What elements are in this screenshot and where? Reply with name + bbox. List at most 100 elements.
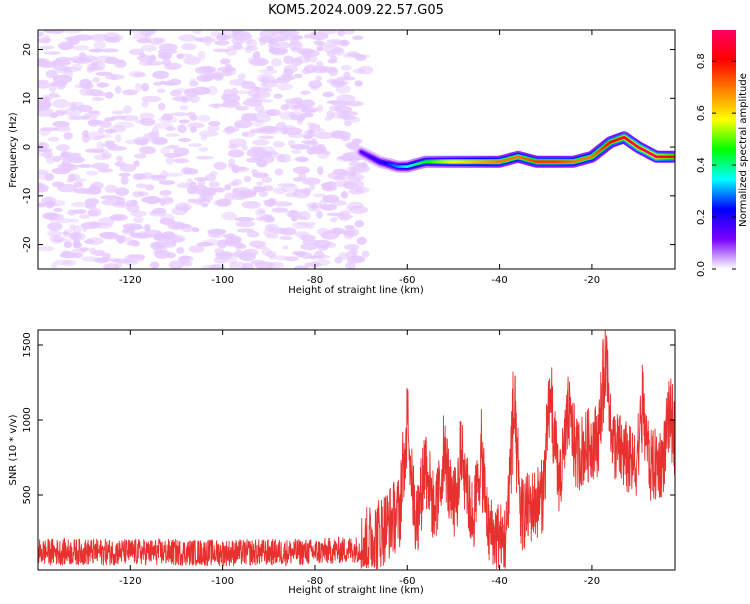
heatmap-noise-blob xyxy=(316,104,324,113)
heatmap-noise-blob xyxy=(50,262,58,269)
heatmap-noise-blob xyxy=(317,244,329,252)
heatmap-noise-blob xyxy=(132,254,146,259)
heatmap-noise-blob xyxy=(326,212,345,217)
heatmap-noise-blob xyxy=(291,216,307,220)
heatmap-noise-blob xyxy=(170,89,182,97)
heatmap-noise-blob xyxy=(265,233,279,239)
heatmap-noise-blob xyxy=(166,252,176,259)
heatmap-noise-blob xyxy=(173,95,193,102)
heatmap-noise-blob xyxy=(276,41,291,49)
heatmap-noise-blob xyxy=(254,245,267,250)
heatmap-noise-blob xyxy=(55,144,70,152)
heatmap-noise-blob xyxy=(135,173,146,180)
heatmap-noise-blob xyxy=(298,172,307,181)
heatmap-noise-blob xyxy=(72,178,87,182)
heatmap-noise-blob xyxy=(158,43,178,51)
heatmap-noise-blob xyxy=(253,115,272,123)
heatmap-noise-layer xyxy=(38,30,374,269)
heatmap-noise-blob xyxy=(272,141,285,148)
heatmap-noise-blob xyxy=(178,138,191,142)
x-tick-label: -100 xyxy=(211,275,234,286)
heatmap-noise-blob xyxy=(326,110,335,120)
heatmap-noise-blob xyxy=(354,54,367,61)
heatmap-noise-blob xyxy=(260,82,267,87)
heatmap-noise-blob xyxy=(312,65,329,74)
heatmap-noise-blob xyxy=(98,127,105,134)
heatmap-noise-blob xyxy=(213,199,229,207)
heatmap-noise-blob xyxy=(48,83,57,93)
heatmap-noise-blob xyxy=(72,57,92,64)
heatmap-noise-blob xyxy=(70,248,86,255)
heatmap-noise-blob xyxy=(252,148,267,153)
x-tick-label: -40 xyxy=(491,576,507,587)
heatmap-noise-blob xyxy=(69,224,76,231)
heatmap-noise-blob xyxy=(202,239,222,246)
heatmap-noise-blob xyxy=(283,64,298,74)
heatmap-noise-blob xyxy=(165,156,174,165)
heatmap-noise-blob xyxy=(351,138,363,143)
heatmap-noise-blob xyxy=(196,74,213,82)
heatmap-noise-blob xyxy=(208,181,220,188)
heatmap-noise-blob xyxy=(234,217,255,222)
heatmap-noise-blob xyxy=(268,41,280,49)
heatmap-noise-blob xyxy=(356,180,364,189)
heatmap-noise-blob xyxy=(85,170,99,176)
heatmap-noise-blob xyxy=(98,168,114,173)
heatmap-noise-blob xyxy=(189,80,199,87)
heatmap-noise-blob xyxy=(141,95,162,103)
heatmap-noise-blob xyxy=(87,119,103,125)
heatmap-noise-blob xyxy=(168,260,184,269)
heatmap-noise-blob xyxy=(91,148,105,154)
heatmap-noise-blob xyxy=(331,200,347,206)
heatmap-noise-blob xyxy=(284,100,304,110)
heatmap-noise-blob xyxy=(317,166,324,176)
heatmap-noise-blob xyxy=(172,234,186,243)
heatmap-noise-blob xyxy=(38,144,47,153)
heatmap-noise-blob xyxy=(178,34,198,42)
heatmap-noise-blob xyxy=(162,240,177,248)
snr-y-ticks: 500 1000 1500 xyxy=(22,332,675,505)
heatmap-noise-blob xyxy=(330,217,338,223)
heatmap-noise-blob xyxy=(154,250,171,259)
heatmap-noise-blob xyxy=(231,32,252,41)
heatmap-noise-blob xyxy=(258,109,276,117)
heatmap-noise-blob xyxy=(101,199,122,206)
x-tick-label: -120 xyxy=(119,576,142,587)
heatmap-noise-blob xyxy=(288,41,303,51)
heatmap-noise-blob xyxy=(326,100,342,105)
heatmap-noise-blob xyxy=(247,56,261,65)
heatmap-noise-blob xyxy=(309,184,316,191)
heatmap-noise-blob xyxy=(198,50,206,60)
snr-panel: -120 -100 -80 -60 -40 -20 500 1000 1500 Height … xyxy=(8,329,676,596)
heatmap-noise-blob xyxy=(275,255,288,261)
heatmap-noise-blob xyxy=(170,112,189,117)
heatmap-noise-blob xyxy=(64,107,82,117)
heatmap-noise-blob xyxy=(94,135,101,140)
heatmap-noise-blob xyxy=(83,188,102,195)
snr-background xyxy=(38,330,675,570)
heatmap-noise-blob xyxy=(161,113,173,121)
heatmap-noise-blob xyxy=(258,210,265,214)
heatmap-noise-blob xyxy=(104,184,118,193)
heatmap-noise-blob xyxy=(79,87,94,96)
heatmap-noise-blob xyxy=(297,48,315,55)
heatmap-noise-blob xyxy=(53,207,63,213)
heatmap-noise-blob xyxy=(61,67,82,73)
heatmap-noise-blob xyxy=(254,103,265,113)
x-tick-label: -20 xyxy=(584,576,600,587)
heatmap-noise-blob xyxy=(181,167,193,175)
heatmap-noise-blob xyxy=(300,90,311,95)
heatmap-noise-blob xyxy=(357,65,374,75)
x-tick-label: -60 xyxy=(399,275,415,286)
heatmap-noise-blob xyxy=(84,198,99,206)
heatmap-noise-blob xyxy=(109,214,128,221)
heatmap-noise-blob xyxy=(122,89,138,96)
heatmap-noise-blob xyxy=(145,184,155,191)
heatmap-noise-blob xyxy=(336,76,356,81)
heatmap-noise-blob xyxy=(139,118,147,125)
heatmap-noise-blob xyxy=(134,153,147,159)
heatmap-noise-blob xyxy=(128,70,146,78)
heatmap-noise-blob xyxy=(191,227,200,233)
heatmap-x-ticks: -120 -100 -80 -60 -40 -20 xyxy=(119,30,600,286)
